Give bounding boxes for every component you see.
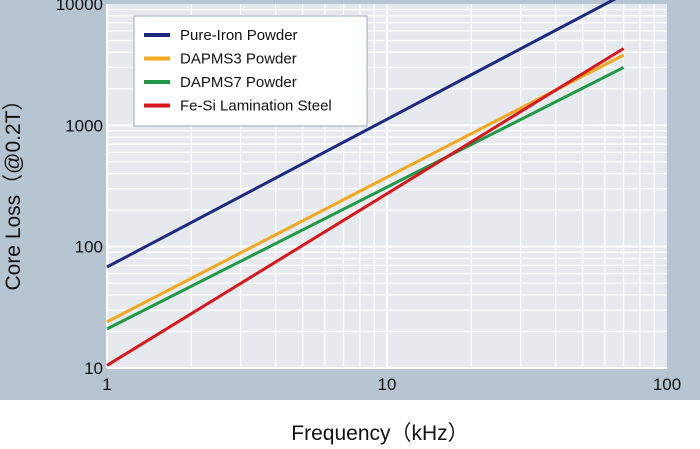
series-line-3 bbox=[106, 66, 625, 331]
legend-label-1: Pure-Iron Powder bbox=[180, 27, 298, 44]
series-layer bbox=[106, 0, 625, 367]
legend-label-3: DAPMS7 Powder bbox=[180, 74, 297, 91]
series-line-4 bbox=[106, 47, 625, 367]
x-tick-label: 10 bbox=[378, 375, 397, 394]
legend-box bbox=[133, 15, 368, 127]
x-tick-label: 100 bbox=[653, 375, 681, 394]
y-tick-label: 10000 bbox=[56, 0, 103, 14]
series-line-2 bbox=[106, 53, 625, 324]
legend-label-2: DAPMS3 Powder bbox=[180, 51, 297, 68]
legend-label-4: Fe-Si Lamination Steel bbox=[180, 98, 332, 115]
y-tick-label: 100 bbox=[75, 238, 103, 257]
x-axis-title: Frequency（kHz） bbox=[291, 422, 468, 445]
y-tick-label: 10 bbox=[84, 359, 103, 378]
series-line-1 bbox=[106, 0, 617, 269]
legend: Pure-Iron Powder DAPMS3 Powder DAPMS7 Powd… bbox=[133, 15, 368, 127]
y-tick-label: 1000 bbox=[65, 116, 103, 135]
x-tick-label: 1 bbox=[102, 375, 111, 394]
y-axis-title: Core Loss（@0.2T） bbox=[2, 89, 25, 290]
